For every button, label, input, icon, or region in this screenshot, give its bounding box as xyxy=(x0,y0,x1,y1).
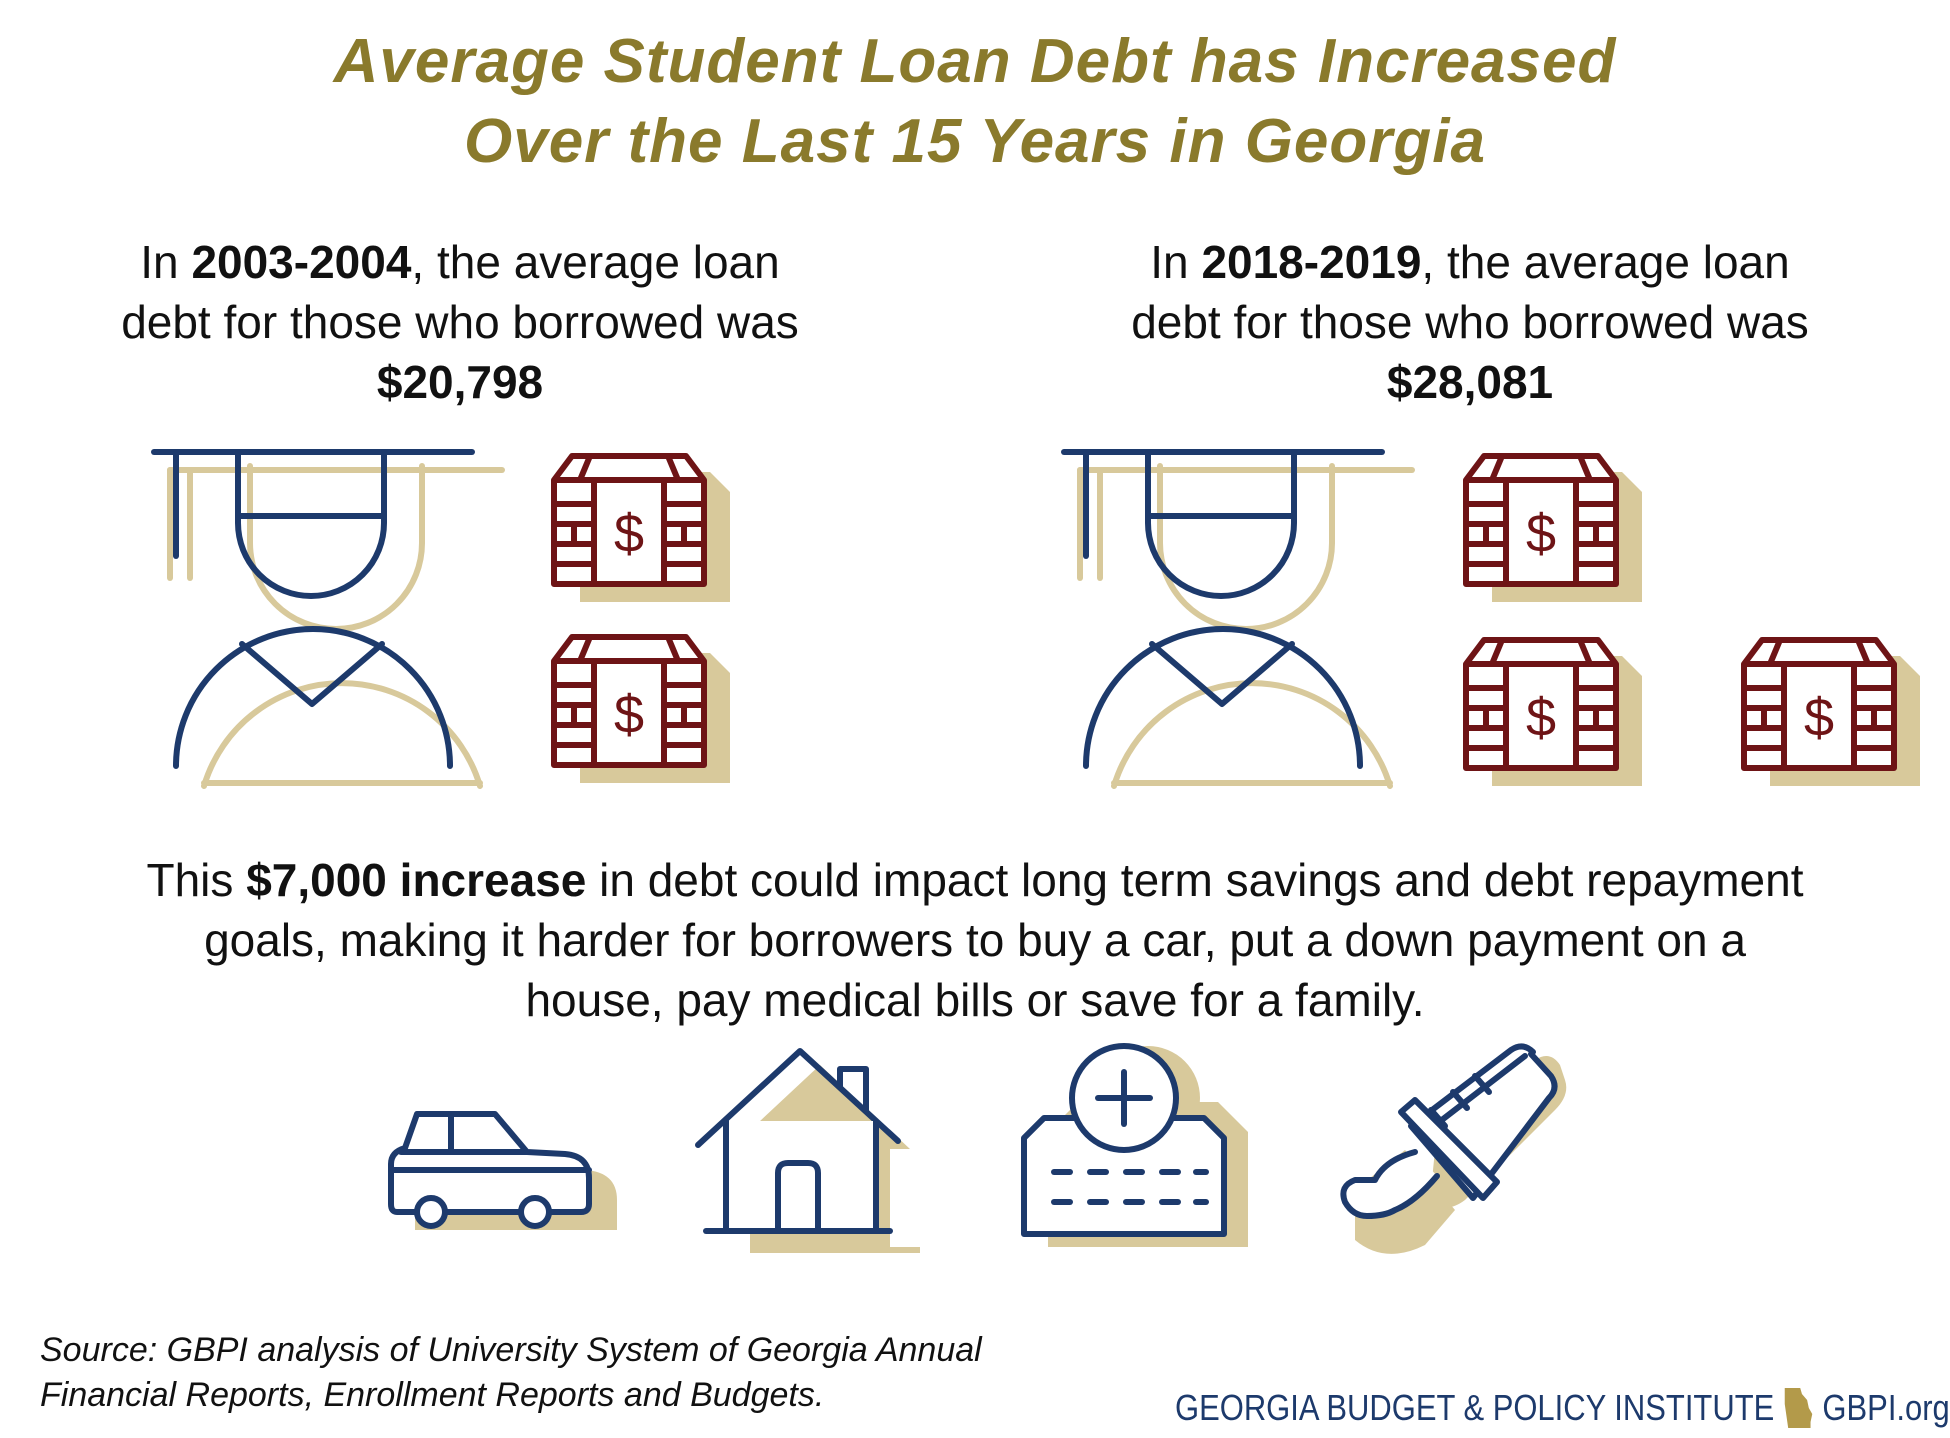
left-stat-mid: , the average loan debt for those who bo… xyxy=(121,236,799,348)
source-note: Source: GBPI analysis of University Syst… xyxy=(40,1328,1140,1418)
impact-pre: This xyxy=(146,854,247,906)
money-bundle-icon: $ xyxy=(1463,637,1642,786)
right-stat-amount: $28,081 xyxy=(1386,356,1554,408)
page-title: Average Student Loan Debt has Increased … xyxy=(0,22,1950,182)
money-bundle-icon: $ xyxy=(1741,637,1920,786)
impact-text: This $7,000 increase in debt could impac… xyxy=(130,850,1820,1030)
svg-text:$: $ xyxy=(1526,504,1556,564)
brand-url: GBPI.org xyxy=(1822,1387,1950,1428)
money-bundle-icon: $ xyxy=(1463,453,1642,602)
left-stat-amount: $20,798 xyxy=(376,356,544,408)
brand-footer: GEORGIA BUDGET & POLICY INSTITUTE GBPI.o… xyxy=(1175,1378,1950,1438)
right-stat-text: In 2018-2019, the average loan debt for … xyxy=(1110,232,1830,412)
money-bundle-icon: $ xyxy=(551,634,730,783)
svg-text:$: $ xyxy=(1526,688,1556,748)
title-line-1: Average Student Loan Debt has Increased xyxy=(333,27,1617,96)
svg-text:$: $ xyxy=(614,504,644,564)
car-icon xyxy=(388,1111,617,1230)
left-stat-pre: In xyxy=(140,236,192,288)
svg-text:$: $ xyxy=(1804,688,1834,748)
house-icon xyxy=(695,1048,920,1253)
impact-post: in debt could impact long term savings a… xyxy=(204,854,1804,1026)
right-stat-mid: , the average loan debt for those who bo… xyxy=(1131,236,1809,348)
right-stat-year: 2018-2019 xyxy=(1201,236,1422,288)
left-stat-text: In 2003-2004, the average loan debt for … xyxy=(100,232,820,412)
medical-bill-icon xyxy=(1021,1043,1248,1247)
baby-bottle-icon xyxy=(1340,1043,1567,1254)
right-stat-pre: In xyxy=(1150,236,1202,288)
georgia-state-icon xyxy=(1784,1388,1813,1428)
impact-bold: $7,000 increase xyxy=(246,854,587,906)
source-line-1: Source: GBPI analysis of University Syst… xyxy=(40,1331,982,1369)
money-bundle-icon: $ xyxy=(551,453,730,602)
svg-text:$: $ xyxy=(614,685,644,745)
graduate-icon xyxy=(151,449,505,789)
brand-name: GEORGIA BUDGET & POLICY INSTITUTE xyxy=(1175,1387,1775,1428)
title-line-2: Over the Last 15 Years in Georgia xyxy=(463,107,1486,176)
graduate-icon xyxy=(1061,449,1415,789)
source-line-2: Financial Reports, Enrollment Reports an… xyxy=(40,1376,825,1414)
left-stat-year: 2003-2004 xyxy=(191,236,412,288)
